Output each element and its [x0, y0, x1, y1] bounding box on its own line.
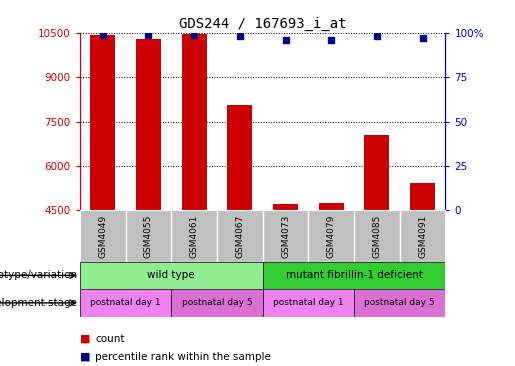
Bar [181, 34, 207, 210]
Point [327, 37, 335, 43]
Title: GDS244 / 167693_i_at: GDS244 / 167693_i_at [179, 16, 347, 30]
Text: GSM4085: GSM4085 [372, 214, 382, 258]
Text: GSM4055: GSM4055 [144, 214, 153, 258]
Text: postnatal day 5: postnatal day 5 [182, 298, 252, 307]
Text: GSM4073: GSM4073 [281, 214, 290, 258]
Point [236, 34, 244, 40]
Bar [364, 135, 389, 210]
Bar [263, 210, 308, 262]
Text: percentile rank within the sample: percentile rank within the sample [95, 352, 271, 362]
Text: genotype/variation: genotype/variation [0, 270, 77, 280]
Point [144, 32, 152, 38]
Text: wild type: wild type [147, 270, 195, 280]
Bar [308, 210, 354, 262]
Bar [217, 210, 263, 262]
Point [98, 32, 107, 38]
Point [281, 37, 289, 43]
Bar [80, 289, 171, 317]
Bar [171, 210, 217, 262]
Text: GSM4049: GSM4049 [98, 214, 107, 258]
Bar [354, 289, 445, 317]
Text: ■: ■ [80, 352, 90, 362]
Bar [263, 262, 445, 289]
Bar [273, 203, 298, 210]
Text: postnatal day 1: postnatal day 1 [273, 298, 344, 307]
Text: postnatal day 1: postnatal day 1 [90, 298, 161, 307]
Bar [400, 210, 445, 262]
Bar [263, 289, 354, 317]
Bar [80, 210, 126, 262]
Bar [90, 35, 115, 210]
Bar [227, 105, 252, 210]
Text: count: count [95, 333, 125, 344]
Bar [410, 183, 435, 210]
Point [419, 36, 427, 41]
Text: postnatal day 5: postnatal day 5 [365, 298, 435, 307]
Bar [126, 210, 171, 262]
Text: GSM4091: GSM4091 [418, 214, 427, 258]
Text: GSM4079: GSM4079 [327, 214, 336, 258]
Text: GSM4067: GSM4067 [235, 214, 244, 258]
Bar [171, 289, 263, 317]
Text: ■: ■ [80, 333, 90, 344]
Point [373, 34, 381, 40]
Bar [319, 203, 344, 210]
Text: GSM4061: GSM4061 [190, 214, 199, 258]
Text: mutant fibrillin-1 deficient: mutant fibrillin-1 deficient [286, 270, 422, 280]
Point [190, 32, 198, 38]
Bar [80, 262, 263, 289]
Text: development stage: development stage [0, 298, 77, 308]
Bar [354, 210, 400, 262]
Bar [136, 38, 161, 210]
